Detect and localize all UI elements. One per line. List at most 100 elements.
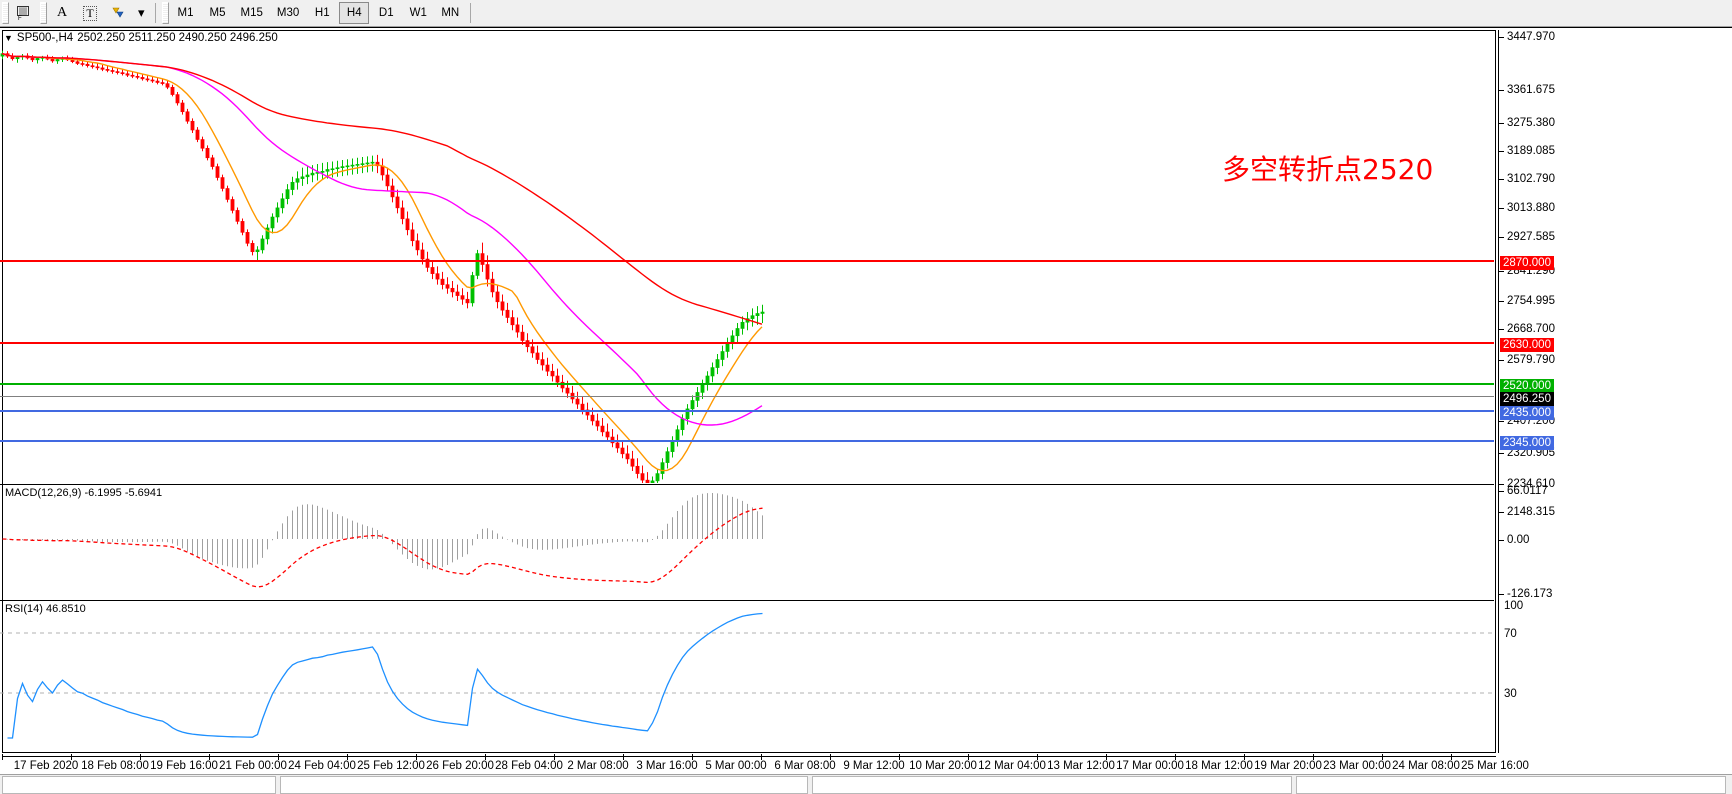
candle-body xyxy=(50,58,55,62)
candle-body xyxy=(535,352,540,360)
candle-body xyxy=(715,359,720,368)
tick-dash xyxy=(1499,490,1504,492)
text-box-icon[interactable]: T xyxy=(77,2,103,25)
time-tick xyxy=(1382,754,1383,760)
timeframe-m15[interactable]: M15 xyxy=(240,7,263,19)
chart-area[interactable]: ▼ SP500-,H4 2502.250 2511.250 2490.250 2… xyxy=(0,27,1732,794)
time-axis-label: 12 Mar 04:00 xyxy=(978,760,1046,772)
candle-body xyxy=(175,94,180,104)
price-level-tag[interactable]: 2345.000 xyxy=(1500,436,1554,450)
candle-body xyxy=(610,436,615,444)
price-tick: 3102.790 xyxy=(1499,173,1555,185)
timeframe-m30[interactable]: M30 xyxy=(276,7,300,19)
timeframe-m1[interactable]: M1 xyxy=(177,7,194,19)
candle-body xyxy=(30,57,35,61)
candle-body xyxy=(450,287,455,293)
tick-dash xyxy=(1499,207,1504,209)
time-tick xyxy=(1175,754,1176,760)
tick-dash xyxy=(1499,359,1504,361)
price-level-tag[interactable]: 2520.000 xyxy=(1500,379,1554,393)
candle-body xyxy=(305,174,310,178)
price-tick: 3275.380 xyxy=(1499,117,1555,129)
horizontal-level-line[interactable] xyxy=(0,383,1494,385)
price-pane[interactable] xyxy=(0,28,1494,483)
timeframe-d1[interactable]: D1 xyxy=(378,7,394,19)
macd-pane[interactable]: MACD(12,26,9) -6.1995 -5.6941 xyxy=(0,484,1494,599)
time-axis-label: 25 Feb 12:00 xyxy=(357,760,425,772)
price-level-tag[interactable]: 2630.000 xyxy=(1500,338,1554,352)
toolbar-grip-1[interactable] xyxy=(2,2,9,24)
candle-body xyxy=(595,420,600,427)
time-axis-label: 28 Feb 04:00 xyxy=(495,760,563,772)
candle-body xyxy=(335,167,340,170)
text-label-icon[interactable]: A xyxy=(56,5,68,20)
horizontal-level-line[interactable] xyxy=(0,396,1494,397)
candle-body xyxy=(655,473,660,482)
price-level-tag[interactable]: 2870.000 xyxy=(1500,256,1554,270)
price-level-tag[interactable]: 2435.000 xyxy=(1500,406,1554,420)
candle-body xyxy=(410,229,415,242)
toolbar-grip-3[interactable] xyxy=(161,2,169,24)
price-level-tag[interactable]: 2496.250 xyxy=(1500,392,1554,406)
price-tick: 2320.905 xyxy=(1499,447,1555,459)
price-tick-label: 3447.970 xyxy=(1507,31,1555,43)
candle-body xyxy=(585,409,590,416)
time-tick xyxy=(692,754,693,760)
ma-mid-line xyxy=(1,52,763,426)
candle-body xyxy=(625,453,630,460)
shapes-dropdown-icon[interactable]: ▾ xyxy=(138,5,145,20)
rsi-tick-label: 100 xyxy=(1504,600,1524,612)
candle-body xyxy=(530,346,535,354)
candle-body xyxy=(95,66,100,69)
time-tick xyxy=(2,754,3,760)
price-tick-label: 2579.790 xyxy=(1507,354,1555,366)
time-axis-label: 24 Feb 04:00 xyxy=(288,760,356,772)
crosshair-icon[interactable]: F xyxy=(11,2,37,25)
candle-body xyxy=(485,264,490,280)
time-tick xyxy=(416,754,417,760)
rsi-pane[interactable]: RSI(14) 46.8510 xyxy=(0,600,1494,750)
status-cell-4 xyxy=(1296,775,1726,794)
candle-body xyxy=(320,171,325,173)
timeframe-mn[interactable]: MN xyxy=(441,7,460,19)
price-chart-svg xyxy=(0,50,765,483)
horizontal-level-line[interactable] xyxy=(0,260,1494,262)
candle-body xyxy=(650,480,655,483)
candle-body xyxy=(140,77,145,80)
candle-body xyxy=(75,61,80,64)
toolbar-grip-2[interactable] xyxy=(40,2,47,24)
price-tick-label: 3361.675 xyxy=(1507,84,1555,96)
tick-dash xyxy=(1499,328,1504,330)
candle-body xyxy=(405,218,410,231)
horizontal-level-line[interactable] xyxy=(0,410,1494,412)
candle-body xyxy=(640,473,645,481)
timeframe-w1[interactable]: W1 xyxy=(409,7,427,19)
time-axis-label: 21 Feb 00:00 xyxy=(219,760,287,772)
candle-body xyxy=(325,169,330,172)
macd-tick: 66.0117 xyxy=(1499,485,1548,497)
price-scale[interactable]: 3447.970 3361.675 3275.380 3189.085 3102.790… xyxy=(1498,30,1730,753)
candle-body xyxy=(150,79,155,82)
macd-tick: 0.00 xyxy=(1499,534,1529,546)
time-axis-label: 19 Feb 16:00 xyxy=(150,760,218,772)
timeframe-h4[interactable]: H4 xyxy=(339,2,370,24)
macd-chart-svg xyxy=(2,493,763,588)
candle-body xyxy=(490,278,495,293)
horizontal-level-line[interactable] xyxy=(0,440,1494,442)
candle-body xyxy=(380,165,385,176)
price-tick-label: 2234.610 xyxy=(1507,478,1555,490)
candle-body xyxy=(575,398,580,405)
candle-body xyxy=(440,278,445,285)
horizontal-level-line[interactable] xyxy=(0,342,1494,344)
timeframe-m5[interactable]: M5 xyxy=(209,7,226,19)
shapes-icon[interactable] xyxy=(105,2,131,25)
symbol-dropdown-icon[interactable]: ▼ xyxy=(4,33,13,43)
tick-dash xyxy=(1499,270,1504,272)
candle-body xyxy=(200,139,205,149)
candle-body xyxy=(85,63,90,66)
timeframe-h1[interactable]: H1 xyxy=(314,7,330,19)
time-axis[interactable]: 17 Feb 2020 18 Feb 08:00 19 Feb 16:00 21 Fe… xyxy=(2,754,1529,778)
candle-body xyxy=(630,458,635,467)
candle-body xyxy=(555,375,560,383)
time-axis-label: 23 Mar 00:00 xyxy=(1323,760,1391,772)
